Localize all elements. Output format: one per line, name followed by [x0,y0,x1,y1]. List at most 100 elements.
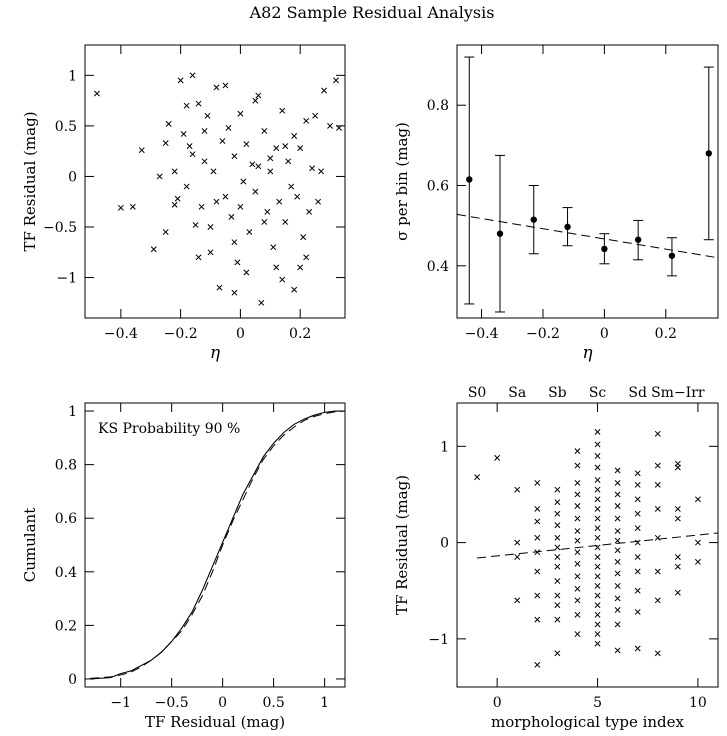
data-point [264,208,271,215]
data-point [174,195,181,202]
data-point [574,462,581,469]
data-point [228,213,235,220]
y-tick-label: 0.6 [427,179,449,195]
data-point [195,100,202,107]
data-point [654,568,661,575]
data-point [574,560,581,567]
data-point [180,131,187,137]
data-point [514,597,521,604]
annotation: KS Probability 90 % [98,421,240,437]
x-tick-label: −0.2 [526,326,560,342]
data-point [614,467,621,474]
data-point [614,491,621,498]
y-tick-label: 0 [68,672,77,688]
data-point [279,107,286,114]
data-point [654,481,661,488]
data-point [614,515,621,522]
data-point [336,124,342,131]
data-point [601,245,608,253]
data-point [534,534,541,541]
data-point [222,193,229,200]
data-point [634,645,641,652]
data-point [614,558,621,565]
data-point [171,201,178,208]
data-point [554,554,561,560]
data-point [574,537,581,544]
data-point [165,120,172,127]
data-point [303,254,310,261]
data-point [694,496,701,503]
data-point [297,145,304,152]
data-point [321,87,328,94]
data-point [234,259,241,266]
data-point [210,168,217,175]
data-point [554,486,561,493]
x-tick-label: 10 [689,695,707,711]
data-point [654,650,661,657]
data-point [231,153,238,160]
data-point [614,547,621,554]
data-point [219,138,226,145]
data-point [634,587,641,594]
data-point [614,537,621,544]
y-tick-label: 0.2 [55,618,77,634]
y-tick-label: 0.8 [55,458,77,474]
data-point [634,608,641,615]
data-point [514,486,521,493]
chart-panel-cumulant: −1 −0.5 0 0.5 1 0 0.2 0.4 0.6 0.8 1 TF Residual (ma… [21,402,346,731]
data-point [204,112,211,119]
data-point [594,611,601,618]
data-point [117,204,124,211]
data-point [554,510,561,517]
data-point [554,602,561,609]
chart-panel-eta_scatter: −0.4 −0.2 0 0.2 −1 −0.5 0 0.5 1 η TF Residual (mag… [21,44,346,363]
data-point [634,236,642,243]
plot-frame [84,44,346,319]
series-line-1 [90,410,345,680]
data-point [255,92,262,99]
x-tick-label: 5 [593,695,602,711]
data-point [668,252,676,259]
data-point [574,549,581,556]
y-axis-label: Cumulant [21,508,39,582]
data-point [594,486,601,493]
data-point [614,503,621,509]
data-point [192,222,199,228]
y-axis-label: TF Residual (mag) [393,475,411,615]
data-point [614,595,621,602]
data-point [614,607,621,613]
data-point [614,479,621,486]
data-point [255,163,262,170]
data-point [634,539,641,546]
data-point [183,183,190,190]
data-point [614,647,621,654]
x-tick-label: 0.2 [655,326,677,342]
data-point [243,269,250,276]
top-category-label: Sd [628,385,647,401]
data-point [594,621,601,628]
data-point [207,224,214,230]
y-tick-label: 0.8 [427,98,449,114]
data-point [634,525,641,532]
data-point [138,147,145,154]
y-tick-label: −0.5 [43,220,77,236]
data-point [594,573,601,580]
data-point [237,203,244,210]
data-point [614,621,621,628]
data-point [574,479,581,486]
y-tick-label: 1 [68,404,77,420]
data-point [634,568,641,575]
data-point [534,592,541,599]
data-point [594,428,601,435]
data-point [554,522,561,529]
x-tick-label: 1 [320,695,329,711]
top-category-label: Sc [589,385,607,401]
y-axis-label: σ per bin (mag) [393,122,411,241]
data-point [594,515,601,522]
data-point [201,158,208,165]
data-point [288,183,295,190]
data-point [258,299,265,306]
data-point [267,168,274,175]
data-point [474,474,481,481]
x-axis-label: η [582,343,593,363]
